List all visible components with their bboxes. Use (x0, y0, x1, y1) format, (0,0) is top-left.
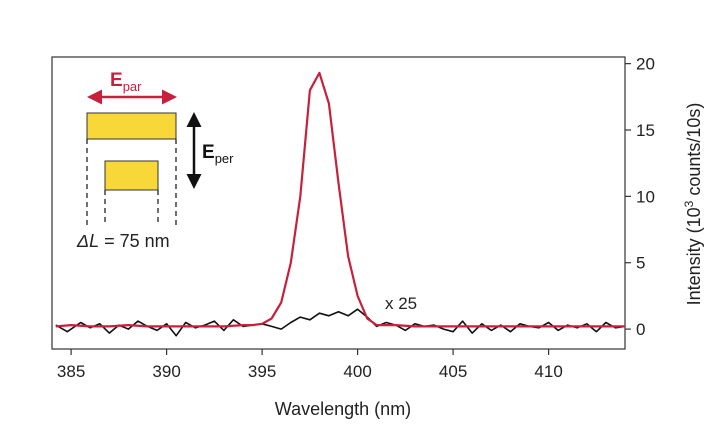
y-axis: 0 5 10 15 20 (625, 55, 655, 339)
y-tick-label: 5 (636, 254, 645, 273)
delta-l-label: ΔL = 75 nm (76, 231, 170, 251)
x-tick-label: 395 (248, 362, 276, 381)
x-tick-label: 400 (343, 362, 371, 381)
epar-label: Epar (110, 70, 142, 94)
series-line-red (55, 71, 625, 328)
y-tick-label: 0 (636, 320, 645, 339)
x-tick-label: 410 (534, 362, 562, 381)
x-tick-label: 390 (152, 362, 180, 381)
delta-l-value: = 75 nm (99, 231, 170, 251)
long-nanorod (86, 112, 177, 140)
scale-annotation: x 25 (385, 294, 417, 313)
y-axis-title-suffix: counts/10s) (684, 103, 704, 201)
x-tick-label: 385 (57, 362, 85, 381)
y-tick-label: 10 (636, 187, 655, 206)
eper-main: E (202, 142, 215, 163)
delta-l-symbol: ΔL (76, 231, 99, 251)
x-axis: 385 390 395 400 405 410 (57, 349, 563, 381)
eper-label: Eper (202, 142, 234, 166)
eper-sub: per (215, 151, 234, 166)
x-axis-title: Wavelength (nm) (275, 399, 411, 419)
y-axis-title-sup: 3 (682, 200, 696, 207)
y-tick-label: 20 (636, 55, 655, 74)
y-axis-title-prefix: Intensity (10 (684, 207, 704, 305)
series-line-black (55, 308, 625, 337)
y-axis-title: Intensity (103 counts/10s) (682, 103, 704, 306)
short-nanorod (104, 160, 159, 191)
x-tick-label: 405 (439, 362, 467, 381)
epar-sub: par (123, 79, 142, 94)
inset-schematic: Epar Eper ΔL = 75 nm (76, 70, 234, 251)
plot-frame (51, 56, 626, 350)
series-layer (55, 71, 625, 337)
epar-main: E (110, 70, 123, 91)
y-tick-label: 15 (636, 121, 655, 140)
